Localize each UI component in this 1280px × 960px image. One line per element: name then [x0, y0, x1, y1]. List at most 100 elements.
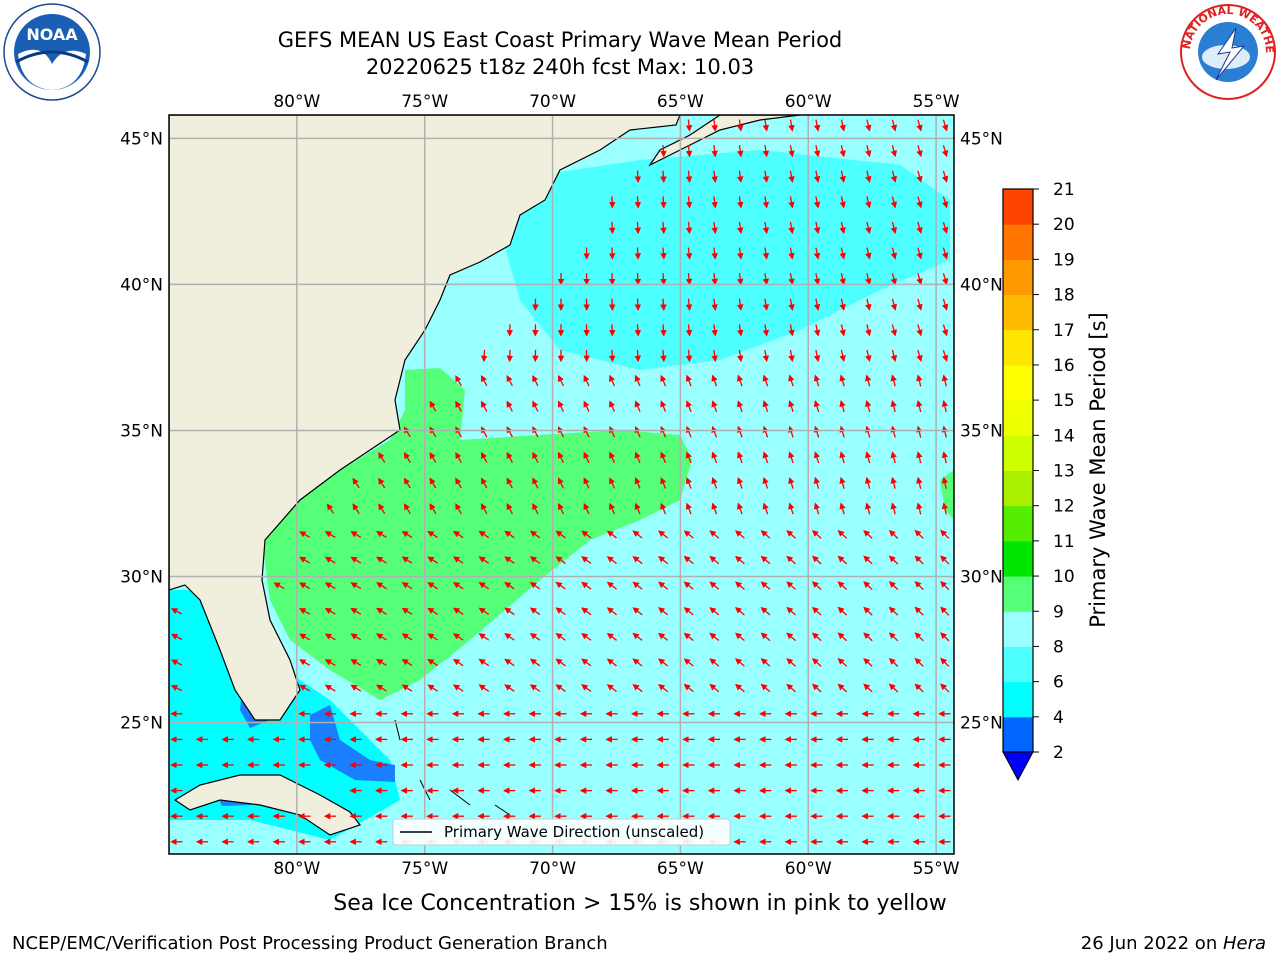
wave-arrow	[837, 530, 848, 539]
wave-arrow	[299, 582, 311, 590]
wave-arrow	[711, 119, 718, 132]
wave-arrow	[888, 606, 899, 616]
wave-arrow	[401, 607, 413, 615]
wave-arrow	[583, 477, 590, 489]
wave-arrow	[760, 658, 771, 667]
wave-arrow	[888, 581, 899, 591]
wave-arrow	[324, 633, 336, 641]
wave-arrow	[711, 374, 718, 387]
wave-arrow	[350, 556, 362, 564]
wave-arrow	[941, 476, 949, 489]
wave-arrow	[863, 529, 873, 539]
wave-arrow	[786, 581, 796, 590]
wave-arrow	[557, 400, 565, 412]
wave-arrow	[352, 503, 360, 514]
nws-logo-icon: NATIONAL WEATHER SERVICE	[1178, 2, 1276, 100]
wave-arrow	[660, 170, 667, 183]
wave-arrow	[916, 349, 923, 362]
lat-label-right: 30°N	[960, 568, 1003, 588]
wave-arrow	[480, 477, 488, 489]
wave-arrow	[737, 273, 744, 286]
wave-arrow	[480, 349, 488, 363]
wave-arrow	[452, 607, 464, 615]
colorbar-label: Primary Wave Mean Period [s]	[1086, 312, 1110, 628]
wave-arrow	[632, 581, 643, 590]
wave-arrow	[914, 529, 924, 539]
wave-arrow	[581, 658, 592, 667]
wave-arrow	[581, 581, 592, 590]
wave-arrow	[660, 324, 667, 337]
wave-arrow	[709, 658, 720, 667]
wave-arrow	[606, 581, 617, 590]
wave-arrow	[811, 530, 822, 539]
wave-arrow	[529, 530, 541, 539]
wave-arrow	[685, 247, 693, 260]
wave-arrow	[376, 684, 387, 692]
wave-arrow	[941, 399, 949, 413]
wave-arrow	[273, 582, 285, 590]
wave-arrow	[839, 451, 846, 464]
wave-arrow	[350, 633, 362, 641]
wave-arrow	[940, 581, 950, 591]
wave-arrow	[941, 145, 949, 158]
wave-arrow	[555, 684, 566, 692]
wave-arrow	[762, 349, 770, 363]
wave-arrow	[478, 658, 490, 667]
ocean-region-9-10	[262, 368, 692, 700]
wave-arrow	[427, 582, 438, 590]
wave-arrow	[916, 196, 923, 209]
wave-arrow	[401, 582, 413, 590]
wave-arrow	[737, 400, 744, 412]
wave-arrow	[916, 374, 923, 387]
lon-label-top: 80°W	[273, 92, 320, 112]
machine-name: Hera	[1222, 933, 1266, 954]
wave-arrow	[865, 221, 872, 235]
wave-arrow	[504, 684, 515, 692]
wave-arrow	[811, 555, 822, 565]
wave-arrow	[941, 247, 949, 260]
wave-arrow	[890, 425, 897, 438]
wave-arrow	[632, 607, 643, 616]
wave-arrow	[839, 247, 846, 260]
wave-arrow	[455, 426, 462, 438]
wave-arrow	[813, 170, 821, 183]
wave-arrow	[788, 476, 795, 489]
wave-arrow	[452, 658, 464, 667]
chart-title-line2: 20220625 t18z 240h fcst Max: 10.03	[365, 55, 755, 79]
graticule	[169, 115, 954, 854]
wave-arrow	[170, 633, 183, 641]
wave-arrow	[506, 426, 513, 438]
wave-arrow	[813, 196, 821, 209]
wave-arrow	[760, 581, 771, 590]
wave-arrow	[634, 451, 641, 464]
wave-arrow	[455, 477, 462, 489]
wave-arrow	[737, 374, 744, 387]
wave-arrow	[811, 606, 822, 616]
wave-arrow	[581, 530, 592, 539]
wave-arrow	[683, 607, 694, 616]
wave-arrow	[737, 298, 744, 311]
wave-arrow	[940, 683, 950, 693]
wave-arrow	[788, 145, 795, 158]
wave-arrow	[685, 196, 693, 209]
wave-arrow	[429, 400, 437, 412]
wave-arrow	[788, 451, 795, 464]
wave-arrow	[734, 658, 745, 667]
wave-arrow	[737, 502, 744, 515]
wave-arrow	[685, 502, 692, 515]
wave-arrow	[839, 221, 846, 235]
wave-arrow	[864, 476, 872, 489]
wave-arrow	[376, 556, 387, 564]
wave-arrow	[890, 119, 898, 132]
wave-arrow	[762, 451, 769, 464]
wave-arrow	[660, 145, 667, 158]
wave-arrow	[786, 632, 796, 642]
wave-arrow	[452, 684, 464, 692]
wave-arrow	[401, 556, 413, 564]
wave-arrow	[658, 555, 669, 565]
wave-arrow	[762, 502, 769, 515]
lon-label-bottom: 60°W	[785, 859, 832, 879]
wave-arrow	[685, 324, 693, 337]
wave-arrow	[581, 684, 592, 692]
wave-arrow	[478, 530, 490, 539]
